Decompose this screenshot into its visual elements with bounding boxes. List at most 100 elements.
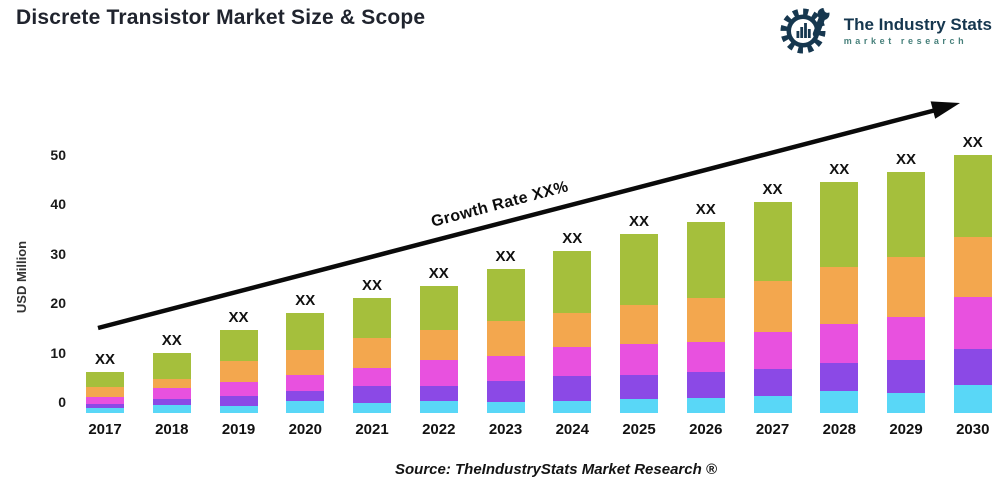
bar-segment-series-3-magenta	[953, 296, 992, 350]
bar-segment-series-5-green	[419, 285, 458, 330]
logo-name: The Industry Stats	[843, 14, 992, 34]
stacked-bar-2020	[286, 313, 325, 413]
bar-segment-series-3-magenta	[152, 388, 191, 400]
bar-segment-series-1-cyan	[286, 400, 325, 413]
bar-segment-series-1-cyan	[620, 399, 658, 413]
page-title: Discrete Transistor Market Size & Scope	[16, 6, 426, 29]
bar-segment-series-4-orange	[887, 256, 925, 317]
stacked-bar-2019	[219, 330, 258, 413]
y-tick-label: 20	[50, 295, 66, 312]
bar-segment-series-5-green	[820, 182, 859, 267]
bar-segment-series-2-purple	[86, 404, 124, 409]
bar-segment-series-3-magenta	[486, 356, 525, 382]
bar-segment-series-4-orange	[686, 298, 725, 342]
x-tick-label: 2028	[822, 421, 856, 438]
bar-value-label: XX	[94, 351, 115, 369]
y-tick-label: 10	[50, 344, 66, 361]
bar-segment-series-4-orange	[219, 360, 258, 383]
stacked-bar-2024	[553, 251, 592, 413]
bar-segment-series-2-purple	[686, 371, 725, 399]
bar-segment-series-2-purple	[953, 349, 992, 386]
bar-segment-series-4-orange	[152, 379, 191, 389]
bar-segment-series-1-cyan	[486, 401, 525, 413]
bar-segment-series-3-magenta	[353, 367, 391, 387]
bar-value-label: XX	[228, 309, 249, 327]
x-tick-label: 2017	[88, 421, 122, 438]
bar-value-label: XX	[428, 264, 449, 282]
stacked-bar-2021	[353, 298, 391, 413]
logo-text: The Industry Stats market research	[844, 15, 992, 46]
logo-tagline: market research	[843, 35, 968, 46]
bar-segment-series-3-magenta	[86, 397, 124, 405]
stacked-bar-2018	[152, 352, 191, 413]
bar-value-label: XX	[495, 247, 516, 265]
bar-segment-series-5-green	[152, 352, 191, 380]
brand-logo: The Industry Stats market research	[778, 4, 992, 56]
x-tick-label: 2020	[288, 421, 322, 438]
bar-value-label: XX	[895, 151, 916, 169]
bar-value-label: XX	[762, 180, 783, 198]
bar-value-label: XX	[962, 134, 983, 151]
bar-segment-series-5-green	[553, 251, 592, 314]
bar-segment-series-1-cyan	[553, 401, 592, 413]
y-axis-title: USD Million	[14, 240, 29, 314]
bar-segment-series-2-purple	[219, 395, 258, 406]
bar-segment-series-2-purple	[353, 386, 391, 403]
bar-segment-series-4-orange	[353, 338, 391, 368]
bar-segment-series-5-green	[486, 268, 525, 322]
bar-segment-series-1-cyan	[419, 401, 458, 413]
stacked-bar-2022	[419, 285, 458, 413]
bar-segment-series-2-purple	[419, 385, 458, 402]
bar-segment-series-4-orange	[86, 387, 124, 398]
x-tick-label: 2030	[956, 421, 990, 438]
bar-segment-series-1-cyan	[953, 385, 992, 413]
bar-segment-series-1-cyan	[820, 390, 859, 413]
bar-segment-series-1-cyan	[887, 393, 925, 413]
bar-segment-series-5-green	[353, 298, 391, 339]
bar-value-label: XX	[562, 230, 583, 248]
bar-segment-series-5-green	[219, 330, 258, 361]
bar-segment-series-4-orange	[419, 329, 458, 360]
bar-segment-series-2-purple	[820, 363, 859, 391]
source-caption: Source: TheIndustryStats Market Research…	[395, 461, 717, 478]
stacked-bar-2023	[486, 268, 525, 413]
y-tick-label: 0	[58, 394, 66, 410]
bar-segment-series-5-green	[686, 221, 725, 299]
bar-segment-series-2-purple	[152, 399, 191, 406]
bar-segment-series-5-green	[887, 172, 925, 257]
stacked-bar-2027	[753, 201, 792, 413]
y-tick-label: 30	[50, 245, 66, 262]
bar-segment-series-4-orange	[620, 304, 658, 344]
bar-segment-series-3-magenta	[620, 343, 658, 376]
x-tick-label: 2025	[622, 421, 656, 438]
bar-segment-series-4-orange	[286, 349, 325, 375]
bar-segment-series-2-purple	[620, 375, 658, 400]
bar-segment-series-4-orange	[820, 266, 859, 324]
bar-segment-series-2-purple	[553, 375, 592, 402]
bar-value-label: XX	[161, 331, 182, 349]
x-tick-label: 2018	[155, 421, 189, 438]
y-tick-label: 50	[50, 147, 66, 163]
bar-value-label: XX	[361, 277, 382, 295]
bar-segment-series-2-purple	[286, 390, 325, 401]
stacked-bar-2017	[86, 372, 124, 413]
bar-segment-series-3-magenta	[753, 332, 792, 369]
bar-segment-series-1-cyan	[353, 402, 391, 413]
bar-segment-series-5-green	[753, 201, 792, 282]
bar-segment-series-1-cyan	[686, 398, 725, 413]
bar-value-label: XX	[628, 213, 649, 231]
bar-segment-series-1-cyan	[152, 405, 191, 413]
bar-segment-series-3-magenta	[286, 374, 325, 391]
stacked-bar-2029	[887, 172, 925, 413]
x-tick-label: 2022	[422, 421, 456, 438]
bar-segment-series-3-magenta	[553, 347, 592, 376]
bar-value-label: XX	[295, 292, 316, 310]
bar-segment-series-4-orange	[486, 321, 525, 357]
bar-segment-series-2-purple	[753, 368, 792, 397]
bar-segment-series-4-orange	[953, 236, 992, 297]
bar-segment-series-3-magenta	[820, 323, 859, 364]
x-tick-label: 2021	[355, 421, 389, 438]
bar-segment-series-3-magenta	[887, 316, 925, 361]
bar-segment-series-5-green	[86, 372, 124, 388]
